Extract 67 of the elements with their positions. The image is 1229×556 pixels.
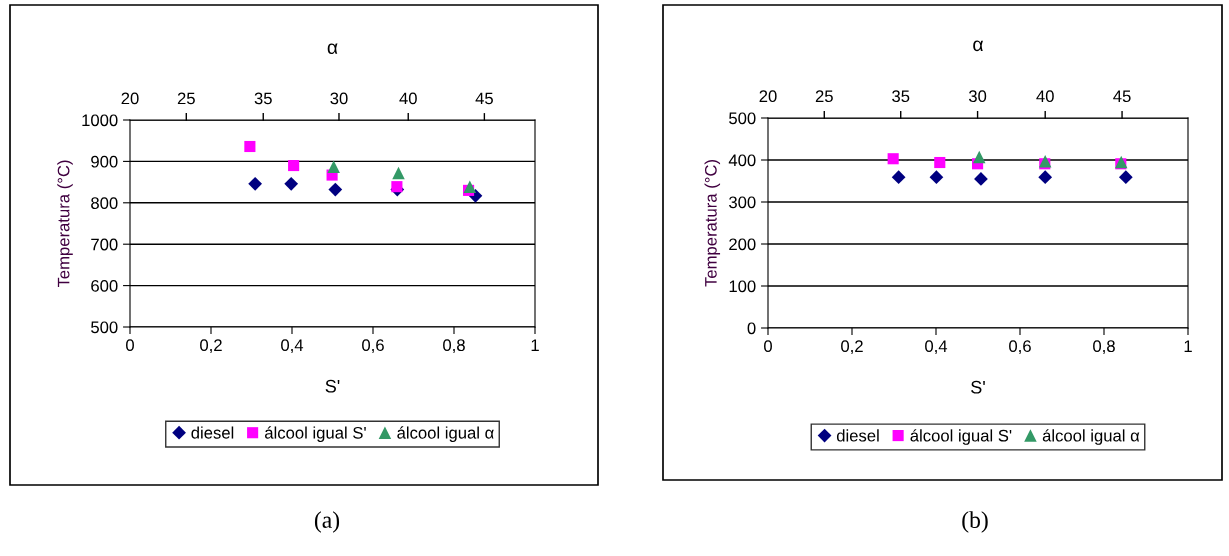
text: 20	[121, 92, 139, 105]
legend-label: álcool igual S'	[265, 426, 366, 443]
text: 45	[1113, 90, 1131, 103]
point	[248, 176, 263, 191]
text: (b)	[962, 511, 988, 533]
legend-label: álcool igual S'	[910, 429, 1012, 445]
y-tick-label: 100	[729, 280, 756, 293]
text: 35	[254, 92, 272, 105]
text: 25	[177, 92, 195, 105]
text: (a)	[314, 511, 340, 533]
x-tick-label: 0,8	[1093, 340, 1115, 355]
text: 40	[399, 92, 417, 105]
x-tick-label: 0,8	[443, 339, 465, 354]
text: 30	[330, 92, 348, 105]
x2-axis-title: α	[327, 43, 338, 55]
legend-label: diesel	[836, 429, 879, 442]
x2-axis-title: α	[973, 40, 984, 52]
y-tick-label: 1000	[82, 114, 118, 127]
point	[973, 150, 986, 164]
legend-label: álcool igual α	[397, 426, 494, 443]
x-tick-label: 0,6	[362, 339, 384, 354]
point	[463, 180, 477, 193]
point	[392, 166, 405, 180]
point	[974, 172, 988, 186]
text: 20	[759, 90, 777, 103]
point	[284, 176, 299, 191]
text: 30	[968, 90, 987, 103]
x-axis-title: S'	[325, 379, 340, 393]
text: 40	[1036, 90, 1054, 103]
y-tick-label: 200	[729, 238, 756, 251]
point	[929, 170, 944, 185]
point	[887, 153, 899, 165]
y-tick-label: 400	[728, 154, 756, 167]
point	[391, 181, 403, 193]
x-tick-label: 1	[1184, 340, 1192, 352]
x-tick-label: 0	[764, 340, 772, 353]
point	[288, 159, 300, 172]
point	[891, 170, 906, 185]
text: 45	[475, 92, 493, 105]
legend-label: álcool igual α	[1042, 429, 1140, 445]
x-tick-label: 0	[126, 339, 134, 352]
point	[1038, 170, 1053, 185]
point	[327, 160, 340, 174]
point	[934, 156, 946, 169]
y-axis-title: Temperatura (°C)	[57, 160, 73, 288]
point	[244, 140, 256, 153]
y-tick-label: 700	[91, 238, 118, 251]
x-axis-title: S'	[971, 380, 985, 394]
x-tick-label: 0,2	[200, 339, 222, 354]
x-tick-label: 0,4	[925, 340, 948, 355]
point	[1118, 170, 1133, 185]
y-tick-label: 0	[747, 322, 756, 335]
y-axis-title: Temperatura (°C)	[704, 160, 721, 287]
x-tick-label: 0,6	[1009, 340, 1031, 355]
y-tick-label: 800	[91, 197, 118, 209]
point	[328, 182, 343, 197]
x-tick-label: 1	[531, 339, 539, 351]
y-tick-label: 500	[729, 112, 756, 125]
text: 35	[892, 90, 910, 103]
y-tick-label: 900	[91, 155, 118, 168]
x-tick-label: 0,2	[841, 340, 863, 355]
y-tick-label: 300	[729, 196, 756, 209]
x-tick-label: 0,4	[281, 339, 304, 354]
y-tick-label: 600	[91, 280, 118, 292]
legend-label: diesel	[191, 426, 234, 439]
text: 25	[815, 90, 833, 103]
y-tick-label: 500	[91, 321, 118, 334]
